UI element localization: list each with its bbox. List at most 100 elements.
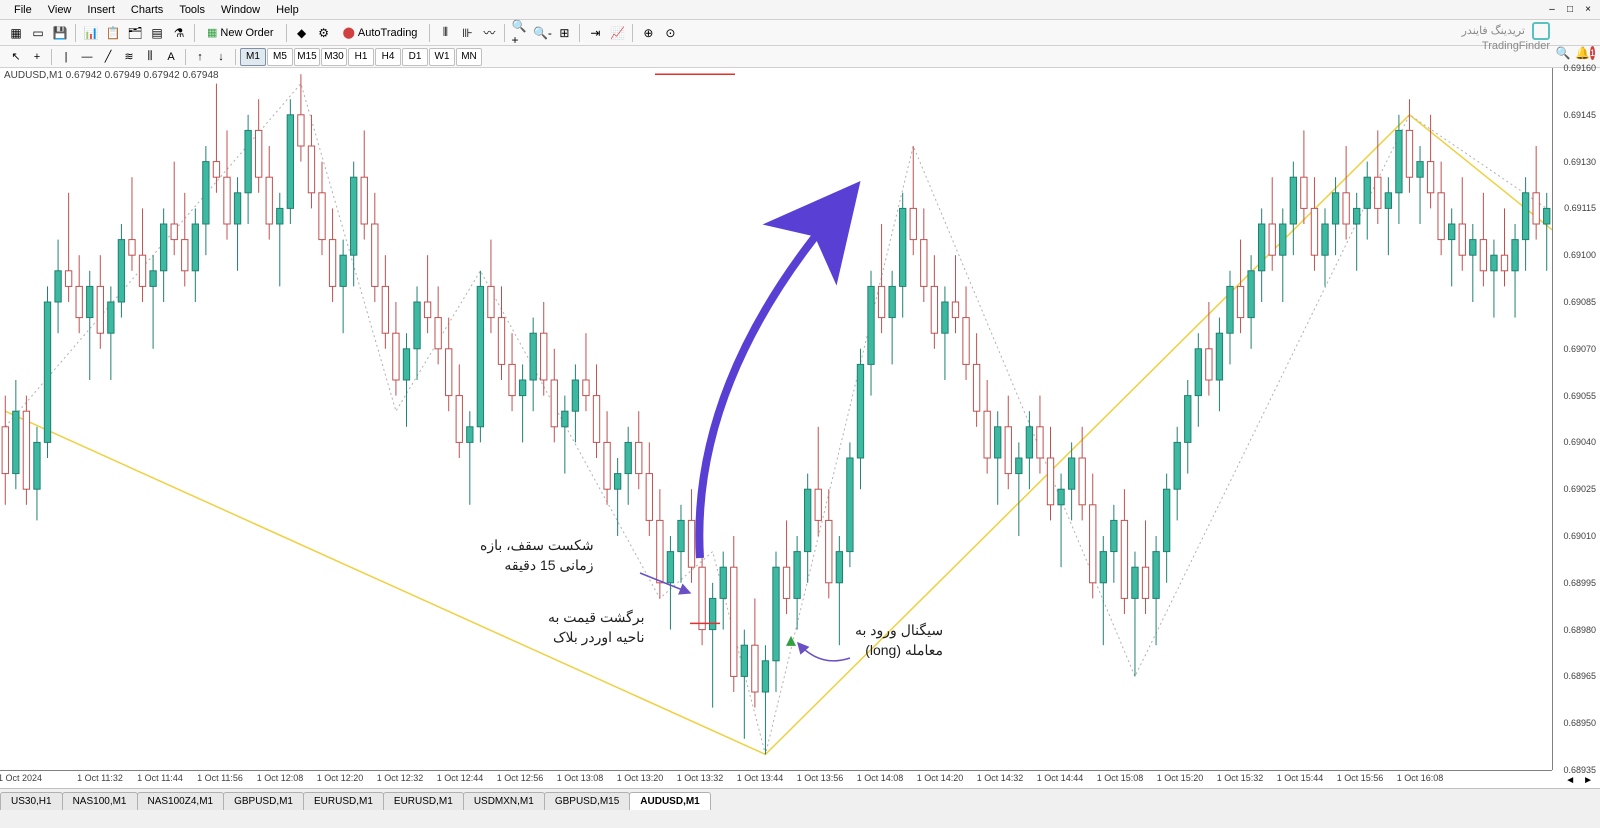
timeframe-M1[interactable]: M1 — [240, 48, 266, 66]
time-tick: 1 Oct 16:08 — [1397, 773, 1444, 783]
chart-area[interactable]: AUDUSD,M1 0.67942 0.67949 0.67942 0.6794… — [0, 68, 1600, 810]
navigator-icon[interactable]: 🗂 — [125, 23, 145, 43]
time-tick: 1 Oct 12:32 — [377, 773, 424, 783]
arrow-down-icon[interactable]: ↓ — [211, 48, 231, 66]
menu-charts[interactable]: Charts — [123, 2, 171, 18]
timeframe-M15[interactable]: M15 — [294, 48, 320, 66]
tab-NAS100Z4-M1[interactable]: NAS100Z4,M1 — [137, 792, 225, 810]
time-tick: 1 Oct 15:44 — [1277, 773, 1324, 783]
timeframe-H4[interactable]: H4 — [375, 48, 401, 66]
drawing-toolbar: ↖ + | — ╱ ≋ ⫼ A ↑ ↓ M1M5M15M30H1H4D1W1MN — [0, 46, 1600, 68]
shift-icon[interactable]: ⇥ — [585, 23, 605, 43]
timeframe-W1[interactable]: W1 — [429, 48, 455, 66]
expert-icon[interactable]: ⚙ — [314, 23, 334, 43]
zoom-out-icon[interactable]: 🔍- — [532, 23, 552, 43]
trendline-icon[interactable]: ╱ — [98, 48, 118, 66]
candle-chart-icon[interactable]: ⊪ — [457, 23, 477, 43]
time-tick: 1 Oct 11:44 — [137, 773, 183, 783]
window-controls: – □ × — [1544, 2, 1596, 16]
data-window-icon[interactable]: 📋 — [103, 23, 123, 43]
profiles-icon[interactable]: ▭ — [28, 23, 48, 43]
time-tick: 1 Oct 14:20 — [917, 773, 964, 783]
price-tick: 0.69025 — [1563, 484, 1596, 494]
channel-icon[interactable]: ≋ — [119, 48, 139, 66]
price-tick: 0.69160 — [1563, 63, 1596, 73]
meta-icon[interactable]: ◆ — [292, 23, 312, 43]
price-tick: 0.68935 — [1563, 765, 1596, 775]
time-tick: 1 Oct 12:08 — [257, 773, 304, 783]
indicators-icon[interactable]: 📈 — [607, 23, 627, 43]
time-tick: 1 Oct 15:32 — [1217, 773, 1264, 783]
close-icon[interactable]: × — [1580, 2, 1596, 16]
tab-AUDUSD-M1[interactable]: AUDUSD,M1 — [629, 792, 710, 810]
hline-icon[interactable]: — — [77, 48, 97, 66]
tab-US30-H1[interactable]: US30,H1 — [0, 792, 63, 810]
new-chart-icon[interactable]: ▦ — [6, 23, 26, 43]
strategy-tester-icon[interactable]: ⚗ — [169, 23, 189, 43]
menu-view[interactable]: View — [40, 2, 80, 18]
tab-GBPUSD-M15[interactable]: GBPUSD,M15 — [544, 792, 630, 810]
maximize-icon[interactable]: □ — [1562, 2, 1578, 16]
menu-help[interactable]: Help — [268, 2, 307, 18]
price-tick: 0.68980 — [1563, 625, 1596, 635]
price-tick: 0.68965 — [1563, 671, 1596, 681]
time-tick: 1 Oct 15:08 — [1097, 773, 1144, 783]
time-tick: 1 Oct 14:08 — [857, 773, 904, 783]
menubar: FileViewInsertChartsToolsWindowHelp — [0, 0, 1600, 20]
bar-chart-icon[interactable]: ⦀ — [435, 23, 455, 43]
price-tick: 0.69115 — [1564, 203, 1596, 213]
time-tick: 1 Oct 13:44 — [737, 773, 784, 783]
text-icon[interactable]: A — [161, 48, 181, 66]
tab-USDMXN-M1[interactable]: USDMXN,M1 — [463, 792, 545, 810]
chart-tabs: US30,H1NAS100,M1NAS100Z4,M1GBPUSD,M1EURU… — [0, 788, 1600, 810]
scroll-right-icon[interactable]: ► — [1580, 775, 1596, 786]
price-tick: 0.69055 — [1563, 391, 1596, 401]
menu-insert[interactable]: Insert — [79, 2, 123, 18]
zoom-in-icon[interactable]: 🔍+ — [510, 23, 530, 43]
price-tick: 0.69145 — [1563, 110, 1596, 120]
timeframe-M30[interactable]: M30 — [321, 48, 347, 66]
timeframe-D1[interactable]: D1 — [402, 48, 428, 66]
cursor-icon[interactable]: ↖ — [6, 48, 26, 66]
line-chart-icon[interactable]: 〰 — [479, 23, 499, 43]
search-icon[interactable]: 🔍 — [1554, 44, 1572, 62]
tab-EURUSD-M1[interactable]: EURUSD,M1 — [303, 792, 384, 810]
market-watch-icon[interactable]: 📊 — [81, 23, 101, 43]
scroll-left-icon[interactable]: ◄ — [1562, 775, 1578, 786]
price-tick: 0.69010 — [1563, 531, 1596, 541]
time-tick: 1 Oct 11:32 — [77, 773, 123, 783]
time-tick: 1 Oct 2024 — [0, 773, 42, 783]
menu-file[interactable]: File — [6, 2, 40, 18]
templates-icon[interactable]: ⊙ — [660, 23, 680, 43]
timeframe-M5[interactable]: M5 — [267, 48, 293, 66]
notification-icon[interactable]: 🔔1 — [1576, 44, 1594, 62]
tab-GBPUSD-M1[interactable]: GBPUSD,M1 — [223, 792, 304, 810]
auto-scroll-icon[interactable]: ⊞ — [554, 23, 574, 43]
fibo-icon[interactable]: ⫼ — [140, 48, 160, 66]
vline-icon[interactable]: | — [56, 48, 76, 66]
chart-canvas[interactable] — [0, 68, 1552, 770]
auto-trading-button[interactable]: ⬤AutoTrading — [336, 23, 425, 43]
main-toolbar: ▦ ▭ 💾 📊 📋 🗂 ▤ ⚗ ▦New Order ◆ ⚙ ⬤AutoTrad… — [0, 20, 1600, 46]
price-tick: 0.69100 — [1563, 250, 1596, 260]
save-icon[interactable]: 💾 — [50, 23, 70, 43]
brand-logo: تريدينگ فايندر TradingFinder — [1462, 22, 1550, 53]
time-tick: 1 Oct 12:44 — [437, 773, 484, 783]
price-tick: 0.69130 — [1563, 157, 1596, 167]
tab-EURUSD-M1[interactable]: EURUSD,M1 — [383, 792, 464, 810]
menu-window[interactable]: Window — [213, 2, 268, 18]
time-tick: 1 Oct 11:56 — [197, 773, 243, 783]
price-axis: 0.691600.691450.691300.691150.691000.690… — [1552, 68, 1600, 770]
arrow-up-icon[interactable]: ↑ — [190, 48, 210, 66]
price-tick: 0.69070 — [1563, 344, 1596, 354]
minimize-icon[interactable]: – — [1544, 2, 1560, 16]
tab-NAS100-M1[interactable]: NAS100,M1 — [62, 792, 138, 810]
crosshair-icon[interactable]: + — [27, 48, 47, 66]
terminal-icon[interactable]: ▤ — [147, 23, 167, 43]
periods-icon[interactable]: ⊕ — [638, 23, 658, 43]
new-order-button[interactable]: ▦New Order — [200, 23, 281, 43]
menu-tools[interactable]: Tools — [171, 2, 213, 18]
timeframe-MN[interactable]: MN — [456, 48, 482, 66]
time-tick: 1 Oct 14:32 — [977, 773, 1024, 783]
timeframe-H1[interactable]: H1 — [348, 48, 374, 66]
